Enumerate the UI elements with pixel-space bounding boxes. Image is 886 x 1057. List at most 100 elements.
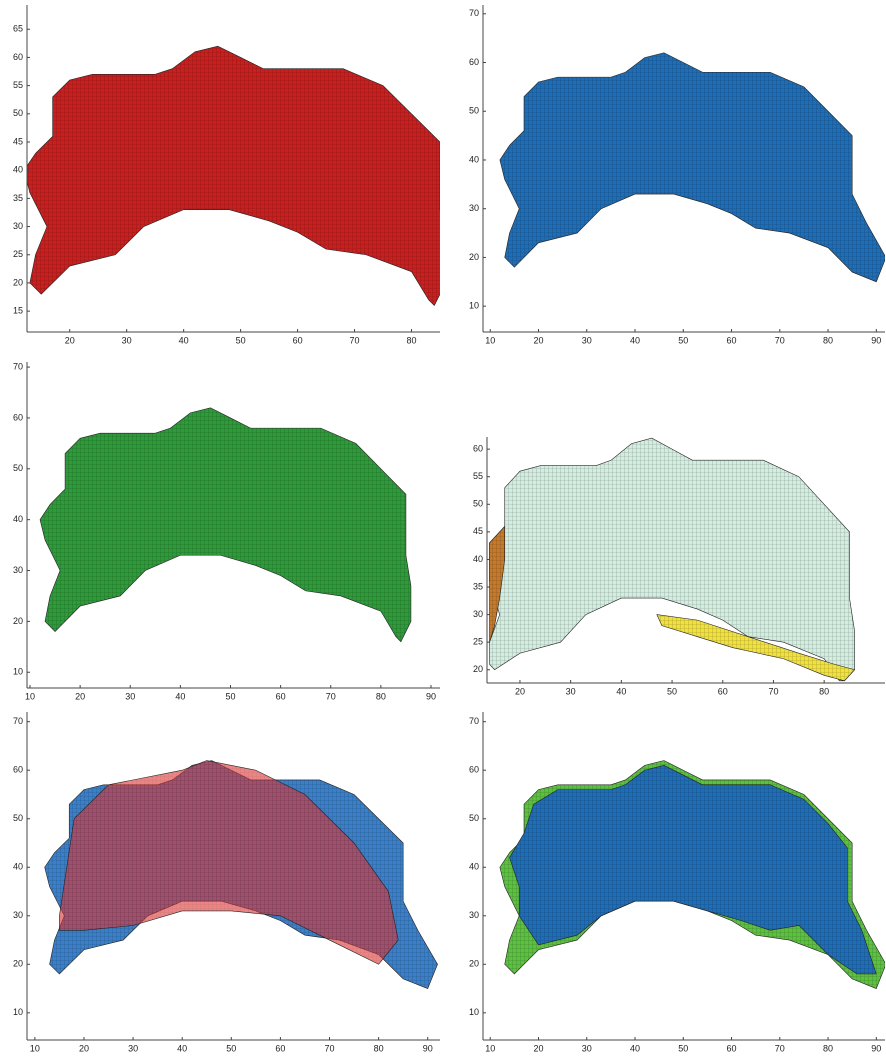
x-tick-label: 50 <box>678 1043 688 1053</box>
y-tick-label: 20 <box>469 252 479 262</box>
y-tick-label: 35 <box>473 581 483 591</box>
y-tick-label: 40 <box>13 514 23 524</box>
y-tick-label: 40 <box>13 862 23 872</box>
x-tick-label: 80 <box>823 335 833 345</box>
y-tick-label: 60 <box>13 412 23 422</box>
x-tick-label: 10 <box>30 1043 40 1053</box>
x-tick-label: 50 <box>678 335 688 345</box>
plot-area <box>24 46 446 305</box>
y-tick-label: 60 <box>13 52 23 62</box>
x-tick-label: 40 <box>179 335 189 345</box>
region <box>500 53 886 282</box>
x-tick-label: 60 <box>276 691 286 701</box>
y-tick-label: 65 <box>13 24 23 34</box>
y-tick-label: 60 <box>469 57 479 67</box>
y-tick-label: 20 <box>473 664 483 674</box>
y-tick-label: 45 <box>473 526 483 536</box>
x-tick-label: 50 <box>667 686 677 696</box>
x-tick-label: 70 <box>768 686 778 696</box>
y-tick-label: 60 <box>13 765 23 775</box>
y-tick-label: 50 <box>469 813 479 823</box>
region <box>490 438 855 681</box>
x-tick-label: 40 <box>630 1043 640 1053</box>
y-tick-label: 50 <box>13 108 23 118</box>
y-tick-label: 40 <box>469 154 479 164</box>
x-tick-label: 10 <box>485 335 495 345</box>
x-tick-label: 80 <box>819 686 829 696</box>
x-tick-label: 60 <box>275 1043 285 1053</box>
x-tick-label: 50 <box>225 691 235 701</box>
y-tick-label: 30 <box>469 910 479 920</box>
region <box>40 408 411 642</box>
x-tick-label: 30 <box>122 335 132 345</box>
y-tick-label: 30 <box>13 221 23 231</box>
y-tick-label: 15 <box>13 306 23 316</box>
figure: 20 30 40 50 60 70 80 15 20 25 30 35 40 45 50 55 60 65 10 20… <box>0 0 886 1057</box>
y-tick-label: 50 <box>469 106 479 116</box>
x-tick-label: 60 <box>727 335 737 345</box>
x-tick-label: 80 <box>823 1043 833 1053</box>
plot-area <box>45 761 438 989</box>
x-tick-label: 70 <box>326 691 336 701</box>
y-tick-label: 30 <box>13 565 23 575</box>
x-tick-label: 90 <box>871 1043 881 1053</box>
y-tick-label: 10 <box>13 667 23 677</box>
y-tick-label: 50 <box>13 813 23 823</box>
y-tick-label: 20 <box>13 959 23 969</box>
x-tick-label: 90 <box>871 335 881 345</box>
x-tick-label: 10 <box>485 1043 495 1053</box>
x-tick-label: 80 <box>374 1043 384 1053</box>
x-tick-label: 30 <box>566 686 576 696</box>
x-tick-label: 20 <box>65 335 75 345</box>
y-tick-label: 30 <box>473 609 483 619</box>
y-tick-label: 60 <box>469 765 479 775</box>
y-tick-label: 55 <box>13 80 23 90</box>
y-tick-label: 70 <box>469 716 479 726</box>
y-tick-label: 20 <box>469 959 479 969</box>
y-tick-label: 20 <box>13 277 23 287</box>
x-tick-label: 90 <box>426 691 436 701</box>
y-tick-label: 60 <box>473 444 483 454</box>
x-tick-label: 40 <box>616 686 626 696</box>
x-tick-label: 80 <box>376 691 386 701</box>
y-tick-label: 35 <box>13 193 23 203</box>
y-tick-label: 70 <box>469 8 479 18</box>
x-tick-label: 30 <box>582 335 592 345</box>
y-tick-label: 25 <box>13 249 23 259</box>
y-tick-label: 55 <box>473 471 483 481</box>
plot-area <box>500 761 886 989</box>
x-tick-label: 60 <box>718 686 728 696</box>
x-tick-label: 20 <box>79 1043 89 1053</box>
y-tick-label: 10 <box>13 1007 23 1017</box>
y-tick-label: 40 <box>469 862 479 872</box>
x-tick-label: 20 <box>533 335 543 345</box>
x-tick-label: 30 <box>582 1043 592 1053</box>
x-tick-label: 20 <box>533 1043 543 1053</box>
x-tick-label: 20 <box>515 686 525 696</box>
x-tick-label: 50 <box>226 1043 236 1053</box>
x-tick-label: 40 <box>175 691 185 701</box>
x-tick-label: 40 <box>630 335 640 345</box>
x-tick-label: 20 <box>75 691 85 701</box>
y-tick-label: 25 <box>473 637 483 647</box>
x-tick-label: 70 <box>775 1043 785 1053</box>
x-tick-label: 30 <box>128 1043 138 1053</box>
y-tick-label: 70 <box>13 361 23 371</box>
y-tick-label: 50 <box>473 499 483 509</box>
y-tick-label: 40 <box>473 554 483 564</box>
panel: 20 30 40 50 60 70 80 20 25 30 35 40 45 50 55 60 <box>473 437 885 696</box>
plot-area <box>500 53 886 282</box>
x-tick-label: 50 <box>236 335 246 345</box>
y-tick-label: 30 <box>13 910 23 920</box>
x-tick-label: 40 <box>177 1043 187 1053</box>
x-tick-label: 60 <box>727 1043 737 1053</box>
x-tick-label: 70 <box>324 1043 334 1053</box>
x-tick-label: 10 <box>25 691 35 701</box>
y-tick-label: 45 <box>13 136 23 146</box>
y-tick-label: 20 <box>13 616 23 626</box>
plot-area <box>40 408 411 642</box>
y-tick-label: 10 <box>469 1007 479 1017</box>
